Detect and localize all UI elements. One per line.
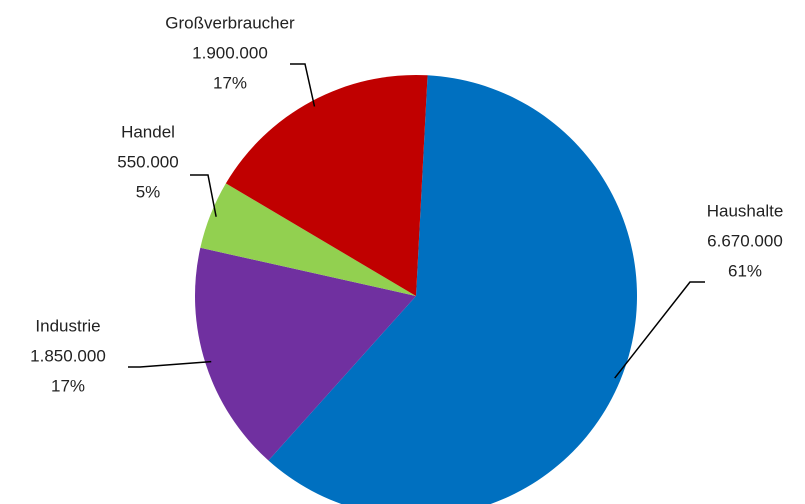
leader-line (290, 63, 316, 107)
pie-slice (194, 247, 416, 461)
slice-category: Handel (121, 122, 175, 141)
leader-line (128, 360, 212, 368)
slice-percentage-label: 5% (136, 182, 161, 201)
leader-line (614, 281, 705, 379)
pie-slice (200, 183, 416, 296)
slice-category: Haushalte (707, 201, 784, 220)
slice-value-label: 1.850.000 (30, 346, 106, 365)
slice-percentage-label: 17% (51, 376, 85, 395)
slice-category: Industrie (35, 316, 100, 335)
slice-percentage-label: 17% (213, 73, 247, 92)
leader-line (190, 174, 217, 217)
slice-value-label: 550.000 (117, 152, 178, 171)
slice-category: Großverbraucher (165, 13, 295, 32)
pie-slice (268, 75, 637, 504)
pie-slice (225, 74, 428, 296)
slice-value-label: 1.900.000 (192, 43, 268, 62)
slice-percentage-label: 61% (728, 261, 762, 280)
slice-value-label: 6.670.000 (707, 231, 783, 250)
